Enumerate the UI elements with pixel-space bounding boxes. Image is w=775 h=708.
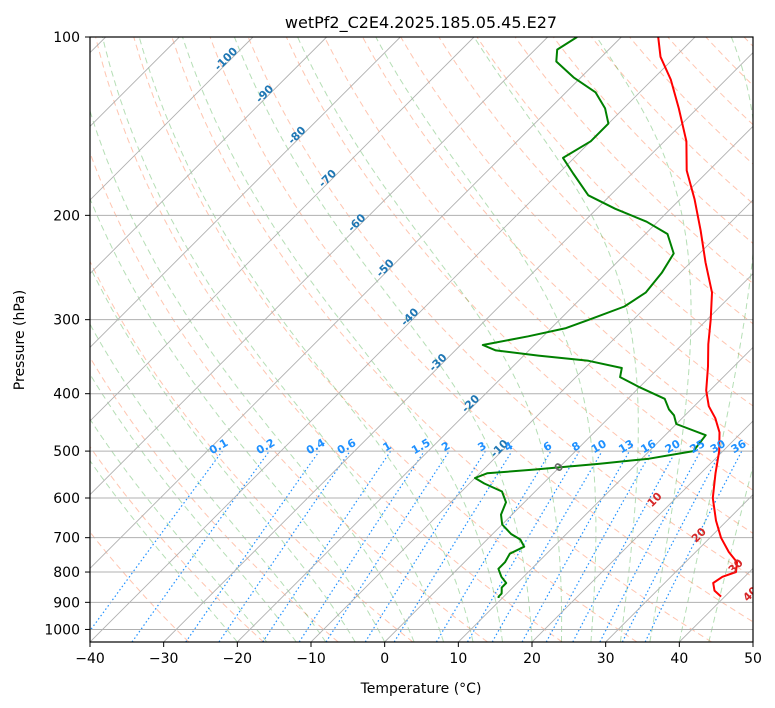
dry-adiabat-line	[400, 37, 753, 407]
dry-adiabat-line	[90, 260, 414, 642]
grid-lines	[90, 37, 753, 642]
x-axis-label: Temperature (°C)	[360, 681, 482, 697]
dry-adiabat-line	[133, 37, 638, 642]
isotherm-line	[458, 346, 753, 642]
isotherm-line	[163, 52, 753, 642]
isotherm-line	[90, 37, 327, 275]
y-tick-label: 1000	[44, 622, 80, 638]
dry-adiabat-line	[552, 37, 753, 245]
dry-adiabat-line	[247, 37, 753, 578]
dry-adiabat-line	[438, 37, 753, 366]
mixing-ratio-line	[644, 450, 743, 642]
moist-adiabat-line	[678, 37, 753, 642]
moist-adiabat-line	[90, 265, 356, 642]
moist-adiabat-line	[90, 459, 238, 642]
isotherm-line	[384, 273, 753, 642]
moist-adiabat-line	[102, 37, 445, 642]
dry-adiabat-line	[285, 37, 753, 534]
axis-ticks: −40 −30 −20 −10 0 10 20 30 40 50 100 200 300 400 500 60…	[44, 30, 762, 667]
mixing-ratio-line	[262, 450, 392, 642]
dry-adiabat-line	[591, 37, 753, 205]
moist-adiabat-line	[708, 464, 753, 642]
moist-adiabat-line	[596, 37, 692, 642]
dry-adiabat-line	[95, 37, 563, 642]
x-tick-label: −40	[75, 651, 105, 667]
background-lines	[90, 37, 753, 642]
mixing-ratio-line	[90, 450, 223, 632]
mixing-ratio-line	[185, 450, 320, 642]
dry-adiabat-line	[171, 37, 712, 642]
y-tick-label: 400	[53, 387, 80, 403]
x-tick-label: 10	[449, 651, 467, 667]
y-tick-label: 100	[53, 30, 80, 46]
x-tick-label: 0	[380, 651, 389, 667]
x-tick-label: 30	[597, 651, 615, 667]
dry-adiabat-line	[90, 445, 264, 642]
moist-adiabat-line	[90, 418, 268, 642]
isotherm-line	[237, 125, 753, 642]
y-tick-label: 600	[53, 491, 80, 507]
dry-adiabat-line	[90, 151, 488, 642]
temperature-line	[657, 37, 738, 598]
isotherm-line	[90, 37, 401, 348]
y-tick-label: 200	[53, 208, 80, 224]
moist-adiabat-line	[90, 197, 386, 642]
moist-adiabat-line	[182, 37, 503, 642]
dry-adiabat-line	[362, 37, 753, 449]
y-tick-label: 500	[53, 444, 80, 460]
plot-frame	[89, 36, 754, 643]
isotherm-line	[90, 37, 622, 569]
isotherm-line	[310, 199, 753, 642]
x-tick-label: −10	[296, 651, 326, 667]
dry-adiabat-line	[629, 37, 753, 165]
mixing-ratio-line	[572, 450, 677, 642]
moist-adiabat-line	[473, 37, 639, 642]
dewpoint-line	[474, 37, 707, 598]
moist-adiabat-line	[90, 323, 327, 642]
x-tick-label: 20	[523, 651, 541, 667]
isotherm-line	[605, 494, 753, 642]
y-tick-label: 700	[53, 531, 80, 547]
isotherm-line	[90, 37, 475, 422]
isotherm-line	[531, 420, 753, 642]
moist-adiabat-line	[138, 37, 474, 642]
mixing-ratio-line	[545, 450, 653, 642]
chart-title: wetPf2_C2E4.2025.185.05.45.E27	[285, 13, 557, 33]
y-tick-label: 800	[53, 565, 80, 581]
dry-adiabat-line	[476, 37, 753, 325]
moist-adiabat-line	[90, 373, 297, 642]
mixing-ratio-line	[131, 450, 270, 642]
mixing-ratio-line	[521, 450, 631, 642]
isotherm-line	[90, 37, 548, 496]
x-tick-label: 50	[744, 651, 762, 667]
y-axis-label: Pressure (hPa)	[12, 290, 28, 390]
mixing-ratio-line	[218, 450, 351, 642]
mixing-ratio-line	[393, 450, 513, 642]
moist-adiabat-line	[375, 37, 597, 642]
profile-lines	[474, 37, 738, 598]
y-tick-label: 900	[53, 595, 80, 611]
mixing-ratio-line	[298, 450, 425, 642]
isotherm-line	[90, 37, 254, 201]
moist-adiabat-line	[90, 109, 415, 642]
x-tick-label: 40	[670, 651, 688, 667]
x-tick-label: −20	[223, 651, 253, 667]
moist-adiabat-line	[297, 37, 563, 642]
x-tick-label: −30	[149, 651, 179, 667]
y-tick-label: 300	[53, 313, 80, 329]
mixing-ratio-line	[325, 450, 450, 642]
